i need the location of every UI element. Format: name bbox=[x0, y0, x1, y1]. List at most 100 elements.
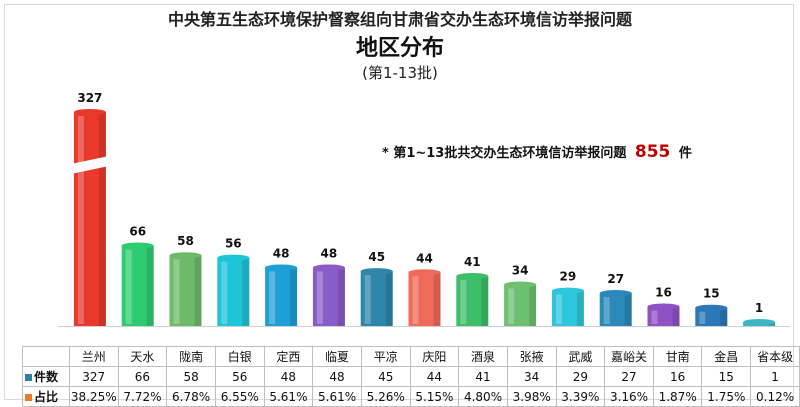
category-label: 天水 bbox=[117, 346, 168, 367]
bar-highlight bbox=[77, 116, 84, 324]
percent-cell: 7.72% bbox=[117, 386, 168, 407]
percent-cell: 5.61% bbox=[263, 386, 314, 407]
percent-cell: 5.15% bbox=[409, 386, 460, 407]
bar-group: 41 bbox=[456, 255, 489, 326]
category-label: 定西 bbox=[263, 346, 314, 367]
table-row-categories: 兰州 天水 陇南 白银 定西 临夏 平凉 庆阳 酒泉 张掖 武威 嘉峪关 甘南 金昌 省本级 bbox=[22, 346, 800, 367]
bar-cap bbox=[312, 264, 345, 271]
table-corner-cell bbox=[22, 346, 70, 367]
count-cell: 15 bbox=[701, 366, 752, 387]
bar bbox=[169, 255, 202, 326]
data-label: 56 bbox=[225, 237, 242, 251]
bar bbox=[456, 275, 489, 326]
total-note-prefix: * 第1~13批共交办生态环境信访举报问题 bbox=[382, 146, 627, 161]
percent-cell: 3.16% bbox=[604, 386, 654, 407]
bar-highlight bbox=[508, 288, 515, 324]
data-label: 66 bbox=[129, 224, 146, 238]
data-label: 29 bbox=[560, 270, 577, 284]
category-label: 兰州 bbox=[68, 346, 119, 367]
bar-cap bbox=[265, 264, 298, 271]
bar-cap bbox=[360, 268, 393, 275]
bar-shade bbox=[481, 275, 489, 326]
bar-highlight bbox=[603, 297, 610, 324]
chart-frame bbox=[4, 4, 794, 400]
category-label: 甘南 bbox=[652, 346, 703, 367]
data-label: 16 bbox=[655, 285, 672, 299]
total-note: * 第1~13批共交办生态环境信访举报问题 855 件 bbox=[382, 142, 692, 162]
data-label: 15 bbox=[703, 287, 720, 301]
bar-highlight bbox=[699, 311, 706, 324]
bar-shade bbox=[576, 290, 584, 326]
bar-highlight bbox=[173, 259, 180, 324]
bar bbox=[121, 245, 154, 326]
bar-cap bbox=[695, 304, 728, 311]
bar bbox=[217, 257, 250, 326]
bar-highlight bbox=[364, 275, 371, 324]
data-label: 48 bbox=[321, 246, 338, 260]
count-cell: 58 bbox=[166, 366, 216, 387]
percent-cell: 1.87% bbox=[652, 386, 703, 407]
count-cell: 327 bbox=[68, 366, 119, 387]
bar-shade bbox=[146, 245, 154, 326]
count-row-label: 件数 bbox=[34, 370, 59, 384]
percent-cell: 4.80% bbox=[458, 386, 508, 407]
bar-shade bbox=[720, 307, 728, 326]
count-cell: 66 bbox=[117, 366, 168, 387]
percent-cell: 6.55% bbox=[214, 386, 265, 407]
data-label: 27 bbox=[607, 272, 624, 286]
category-label: 张掖 bbox=[506, 346, 557, 367]
bar-cap bbox=[599, 290, 632, 297]
data-label: 44 bbox=[416, 251, 433, 265]
bar bbox=[360, 271, 393, 326]
bar-shade bbox=[624, 293, 632, 326]
bar-cap bbox=[551, 287, 584, 294]
bar-highlight bbox=[316, 271, 323, 324]
category-label: 陇南 bbox=[166, 346, 216, 367]
count-cell: 1 bbox=[750, 366, 800, 387]
category-label: 酒泉 bbox=[458, 346, 508, 367]
bar-highlight bbox=[651, 310, 658, 324]
bar-shade bbox=[385, 271, 393, 326]
bar-shade bbox=[433, 272, 441, 326]
data-label: 327 bbox=[77, 91, 102, 105]
count-cell: 45 bbox=[360, 366, 411, 387]
category-label: 庆阳 bbox=[409, 346, 460, 367]
bar-group: 45 bbox=[360, 250, 393, 326]
bar-group: 1 bbox=[743, 301, 776, 326]
percent-cell: 3.39% bbox=[555, 386, 606, 407]
bar-group: 15 bbox=[695, 287, 728, 326]
total-note-number: 855 bbox=[634, 142, 671, 162]
total-note-suffix: 件 bbox=[678, 146, 692, 161]
batch-range-label: (第1-13批) bbox=[362, 64, 438, 82]
bar-group: 327 bbox=[70, 91, 109, 326]
bar-group: 16 bbox=[647, 285, 680, 326]
percent-cell: 38.25% bbox=[68, 386, 119, 407]
axis-break-mark bbox=[70, 156, 109, 174]
bar-group: 27 bbox=[599, 272, 632, 326]
percent-cell: 5.26% bbox=[360, 386, 411, 407]
bar bbox=[551, 290, 584, 326]
bar bbox=[599, 293, 632, 326]
table-row-counts: 件数 327 66 58 56 48 48 45 44 41 34 29 27 16 15 1 bbox=[22, 366, 800, 387]
percent-cell: 0.12% bbox=[750, 386, 800, 407]
bar bbox=[504, 284, 537, 326]
table-row-header-counts: 件数 bbox=[22, 366, 70, 387]
bar-group: 66 bbox=[121, 224, 154, 326]
data-label: 58 bbox=[177, 234, 194, 248]
count-cell: 44 bbox=[409, 366, 460, 387]
bar-shade bbox=[290, 267, 298, 326]
bar-group: 56 bbox=[217, 237, 250, 326]
category-label: 省本级 bbox=[750, 346, 800, 367]
bar-group: 48 bbox=[265, 246, 298, 326]
count-cell: 29 bbox=[555, 366, 606, 387]
bar-cap bbox=[647, 303, 680, 310]
table-row-header-percents: 占比 bbox=[22, 386, 70, 407]
bar bbox=[647, 306, 680, 326]
chart-subtitle: 地区分布 bbox=[355, 36, 444, 61]
bar-highlight bbox=[460, 279, 467, 324]
bar-shade bbox=[242, 257, 250, 326]
bar-shade bbox=[529, 284, 537, 326]
bar-cap bbox=[121, 242, 154, 249]
category-label: 嘉峪关 bbox=[604, 346, 654, 367]
